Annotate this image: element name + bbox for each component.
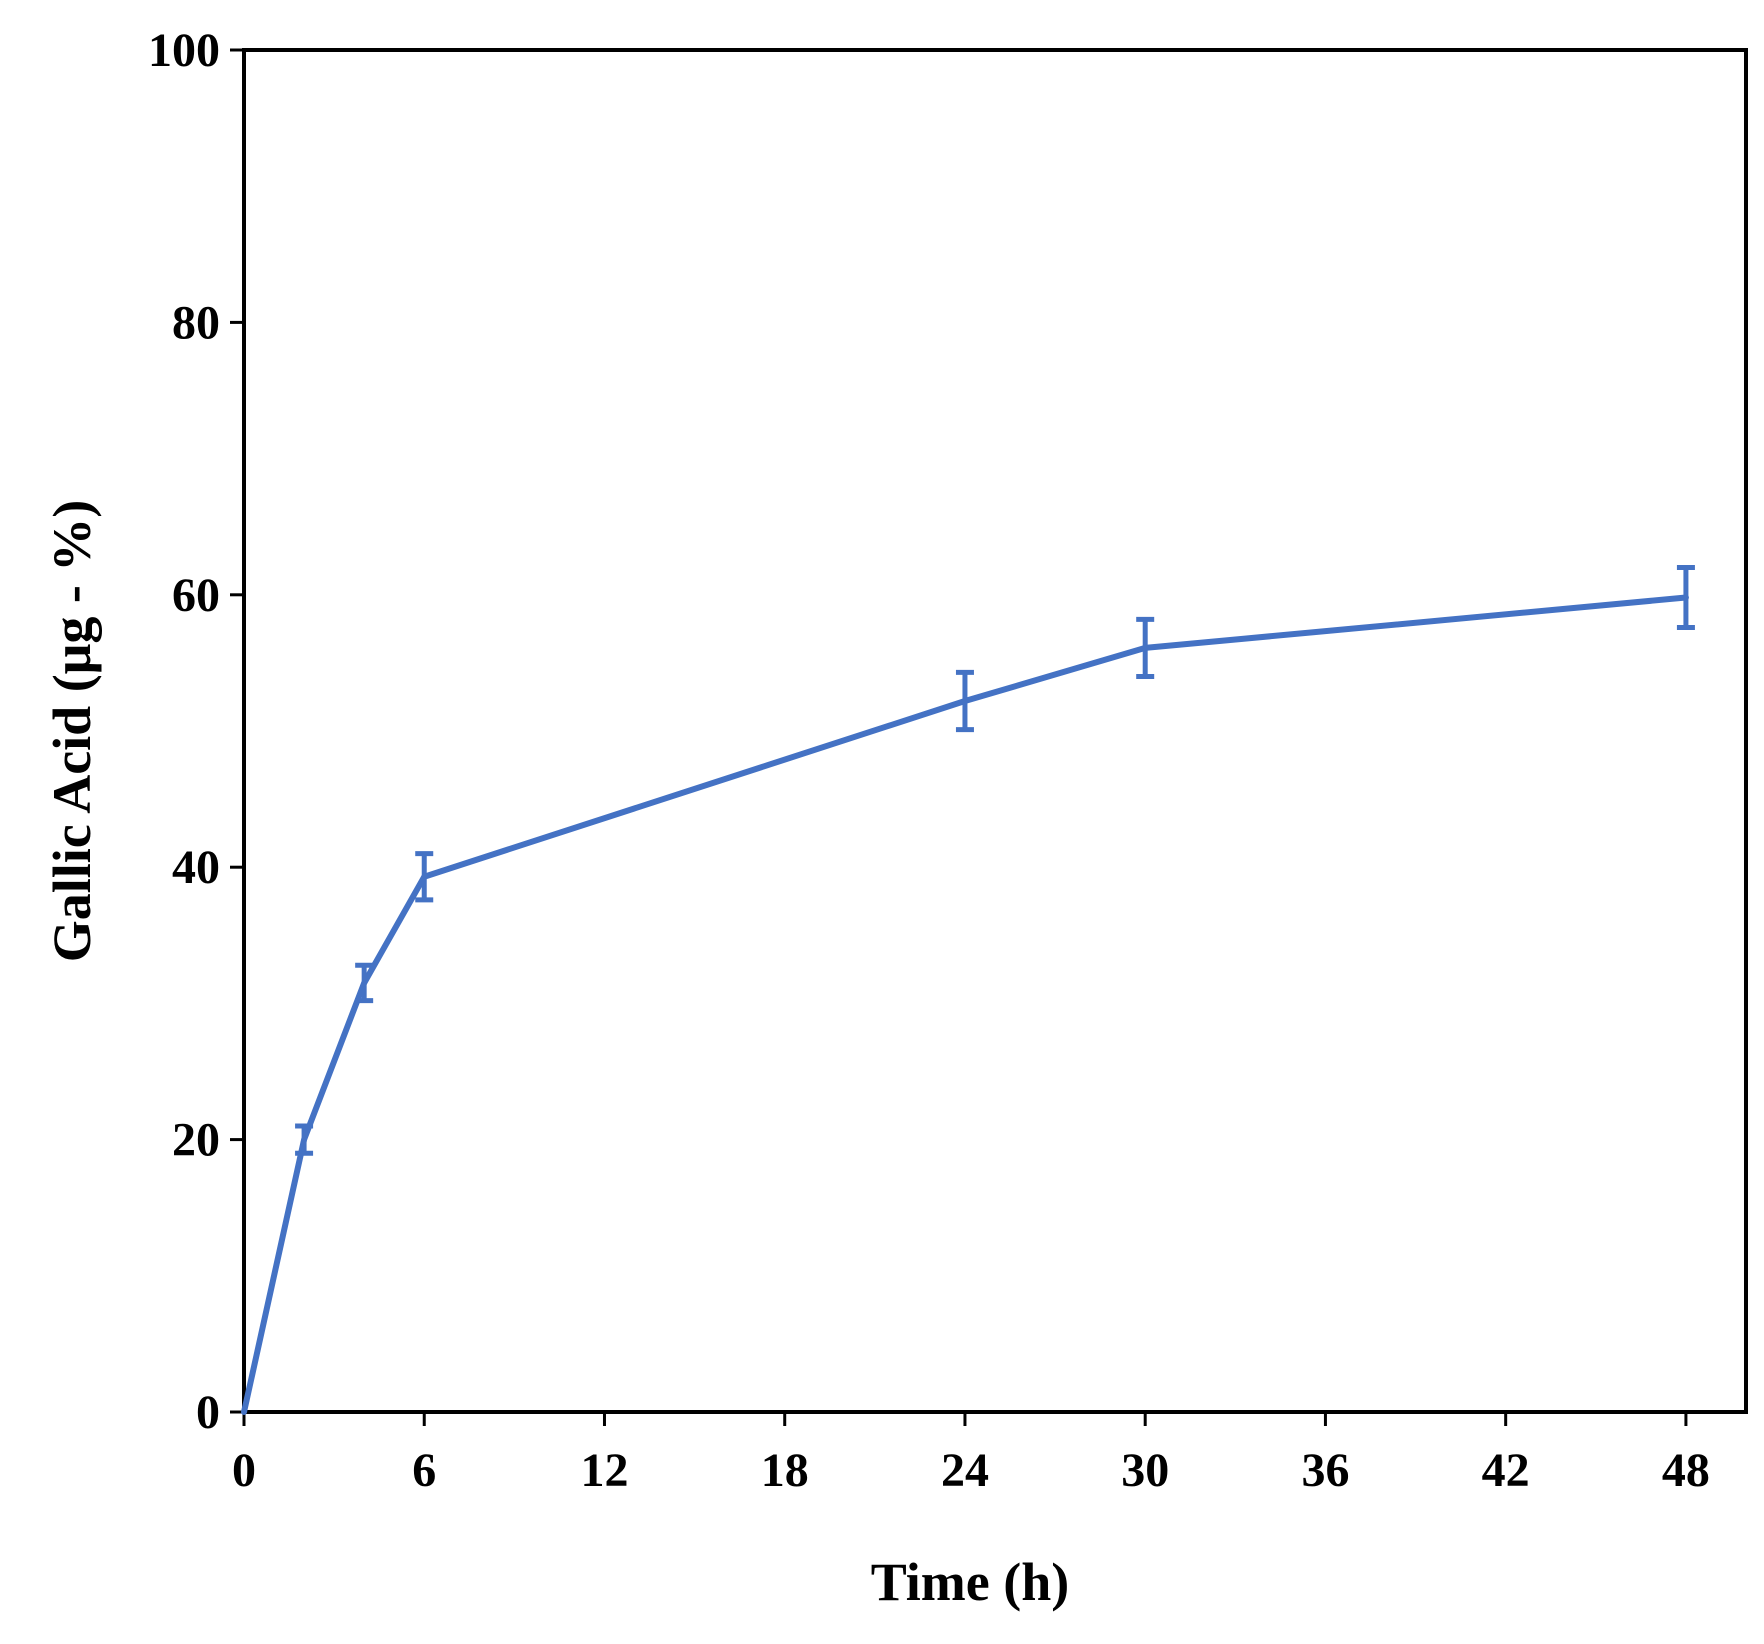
x-tick-label: 0: [232, 1444, 256, 1497]
y-tick-label: 80: [172, 296, 220, 349]
x-axis-ticks: 0 6 12 18 24 30 36 42 48: [232, 1412, 1710, 1497]
error-bar: [355, 962, 374, 1004]
series-layer: [241, 565, 1695, 1415]
x-tick-label: 48: [1662, 1444, 1710, 1497]
x-axis-title: Time (h): [871, 1552, 1070, 1612]
y-tick-label: 0: [196, 1386, 220, 1439]
y-tick-label: 40: [172, 841, 220, 894]
error-bar: [415, 851, 434, 903]
error-bar: [955, 669, 974, 733]
x-tick-label: 36: [1301, 1444, 1349, 1497]
y-tick-label: 100: [148, 24, 220, 77]
y-axis-ticks: 0 20 40 60 80 100: [148, 24, 244, 1439]
x-tick-label: 24: [941, 1444, 989, 1497]
plot-frame: [242, 48, 1748, 1414]
x-tick-label: 42: [1482, 1444, 1530, 1497]
x-tick-label: 18: [761, 1444, 809, 1497]
error-bar: [295, 1123, 314, 1156]
y-tick-label: 60: [172, 569, 220, 622]
y-axis-title: Gallic Acid (μg - %): [42, 500, 102, 963]
error-bar: [1136, 616, 1155, 680]
x-tick-label: 6: [412, 1444, 436, 1497]
error-bar: [1676, 565, 1695, 630]
x-tick-label: 12: [580, 1444, 628, 1497]
y-tick-label: 20: [172, 1114, 220, 1167]
x-tick-label: 30: [1121, 1444, 1169, 1497]
